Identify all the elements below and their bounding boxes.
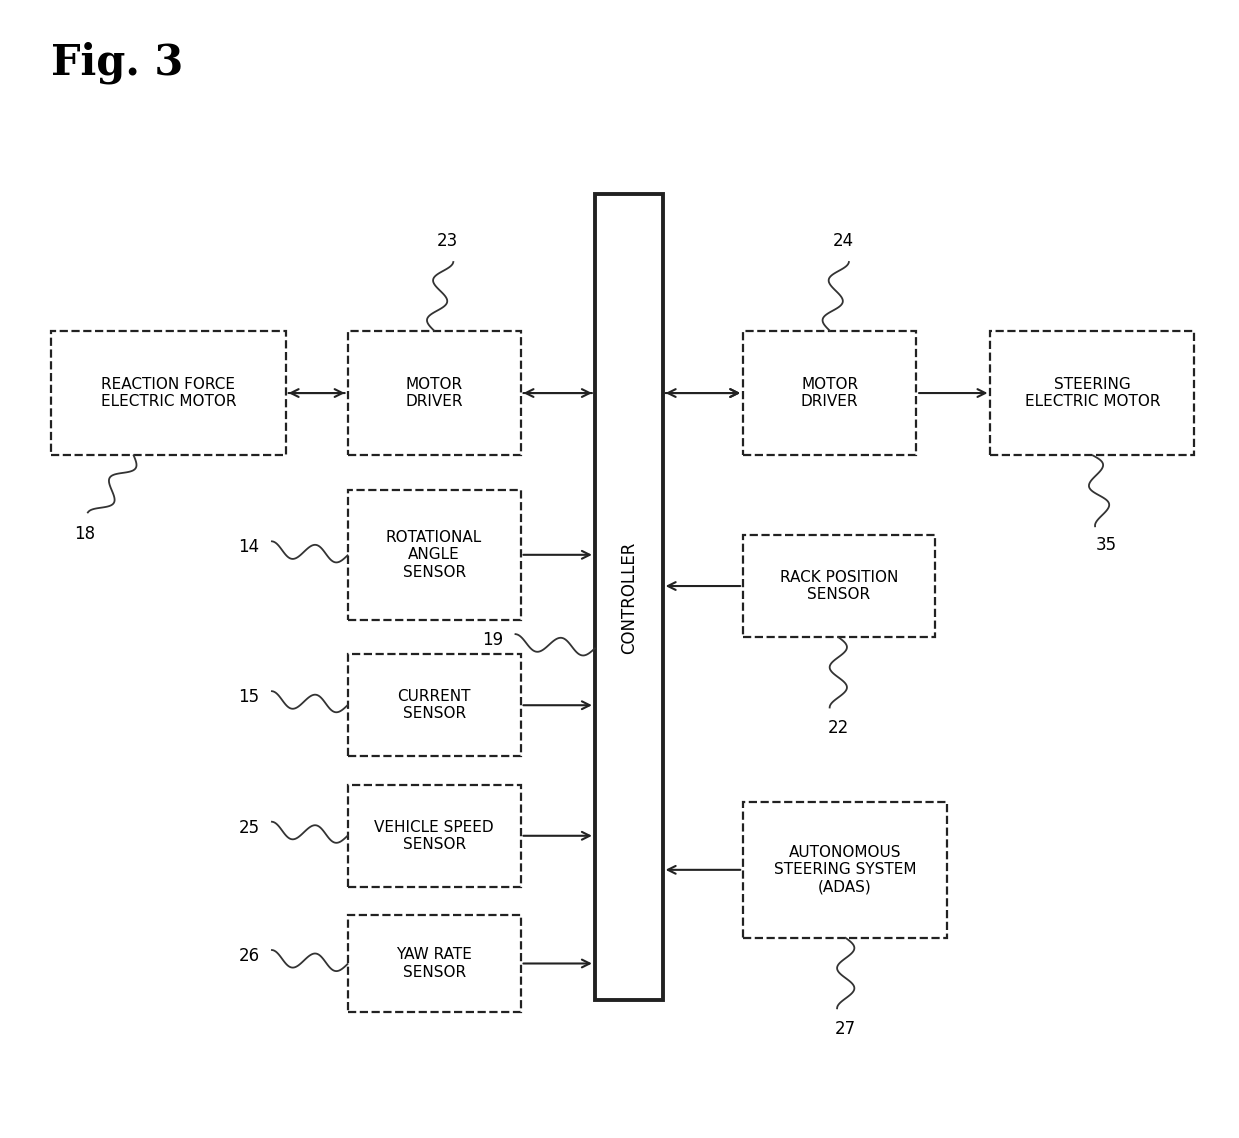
Text: VEHICLE SPEED
SENSOR: VEHICLE SPEED SENSOR	[374, 819, 494, 852]
Text: RACK POSITION
SENSOR: RACK POSITION SENSOR	[779, 570, 898, 602]
FancyBboxPatch shape	[990, 331, 1194, 455]
FancyBboxPatch shape	[347, 331, 520, 455]
Text: 15: 15	[238, 688, 260, 707]
Text: 27: 27	[835, 1020, 856, 1038]
Text: 24: 24	[833, 232, 854, 249]
Text: CURRENT
SENSOR: CURRENT SENSOR	[398, 688, 471, 721]
Text: 26: 26	[238, 947, 260, 965]
FancyBboxPatch shape	[347, 785, 520, 887]
FancyBboxPatch shape	[347, 915, 520, 1012]
Text: AUTONOMOUS
STEERING SYSTEM
(ADAS): AUTONOMOUS STEERING SYSTEM (ADAS)	[774, 844, 917, 894]
Text: CONTROLLER: CONTROLLER	[620, 542, 638, 653]
Text: 14: 14	[238, 538, 260, 556]
Text: MOTOR
DRIVER: MOTOR DRIVER	[405, 377, 463, 410]
Text: REACTION FORCE
ELECTRIC MOTOR: REACTION FORCE ELECTRIC MOTOR	[100, 377, 235, 410]
FancyBboxPatch shape	[347, 489, 520, 620]
FancyBboxPatch shape	[51, 331, 286, 455]
Text: YAW RATE
SENSOR: YAW RATE SENSOR	[396, 947, 472, 980]
FancyBboxPatch shape	[743, 331, 916, 455]
Text: Fig. 3: Fig. 3	[51, 41, 183, 83]
FancyBboxPatch shape	[743, 801, 947, 938]
Text: MOTOR
DRIVER: MOTOR DRIVER	[800, 377, 859, 410]
Text: 18: 18	[73, 525, 94, 543]
Text: ROTATIONAL
ANGLE
SENSOR: ROTATIONAL ANGLE SENSOR	[385, 530, 482, 579]
Text: 19: 19	[482, 632, 503, 650]
Text: 35: 35	[1097, 536, 1118, 554]
FancyBboxPatch shape	[347, 654, 520, 757]
Text: 25: 25	[238, 819, 260, 836]
Text: STEERING
ELECTRIC MOTOR: STEERING ELECTRIC MOTOR	[1025, 377, 1160, 410]
Text: 22: 22	[828, 719, 849, 737]
Text: 23: 23	[437, 232, 458, 249]
FancyBboxPatch shape	[743, 535, 934, 637]
FancyBboxPatch shape	[595, 195, 663, 1000]
